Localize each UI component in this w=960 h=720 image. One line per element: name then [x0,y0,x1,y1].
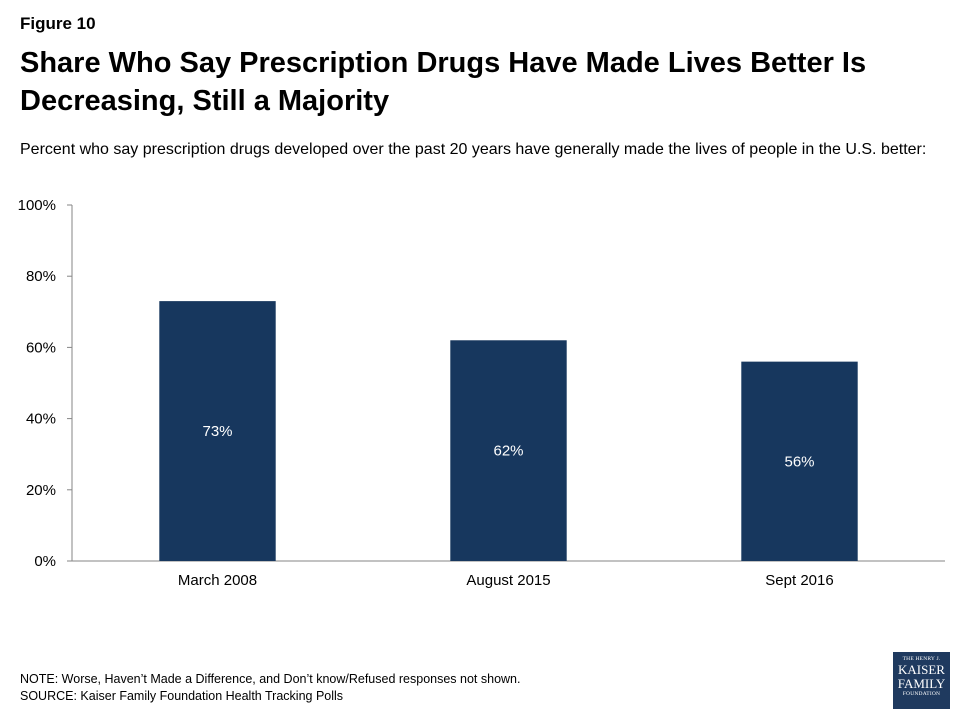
x-tick-label: August 2015 [466,572,550,589]
kff-logo: THE HENRY J. KAISER FAMILY FOUNDATION [893,652,950,709]
chart-notes: NOTE: Worse, Haven’t Made a Difference, … [20,671,860,705]
logo-line-2: KAISER [898,662,945,677]
note-text: NOTE: Worse, Haven’t Made a Difference, … [20,672,521,686]
bar [450,340,567,561]
y-tick-label: 20% [26,482,56,499]
y-tick-label: 100% [18,197,56,214]
y-tick-label: 80% [26,268,56,285]
chart-title: Share Who Say Prescription Drugs Have Ma… [20,47,867,117]
x-tick-label: March 2008 [178,572,257,589]
logo-line-4: FOUNDATION [902,691,941,697]
y-tick-label: 60% [26,339,56,356]
figure-label: Figure 10 [20,14,96,33]
bar-data-label: 62% [493,443,523,460]
y-tick-label: 40% [26,411,56,428]
bar [159,301,276,561]
chart-subtitle: Percent who say prescription drugs devel… [20,141,927,158]
bar [741,361,858,561]
logo-line-3: FAMILY [897,676,946,691]
source-text: SOURCE: Kaiser Family Foundation Health … [20,689,344,703]
logo-line-1: THE HENRY J. [902,656,941,662]
y-tick-label: 0% [34,553,56,570]
bar-data-label: 73% [202,423,232,440]
x-tick-label: Sept 2016 [765,572,833,589]
bar-data-label: 56% [784,453,814,470]
